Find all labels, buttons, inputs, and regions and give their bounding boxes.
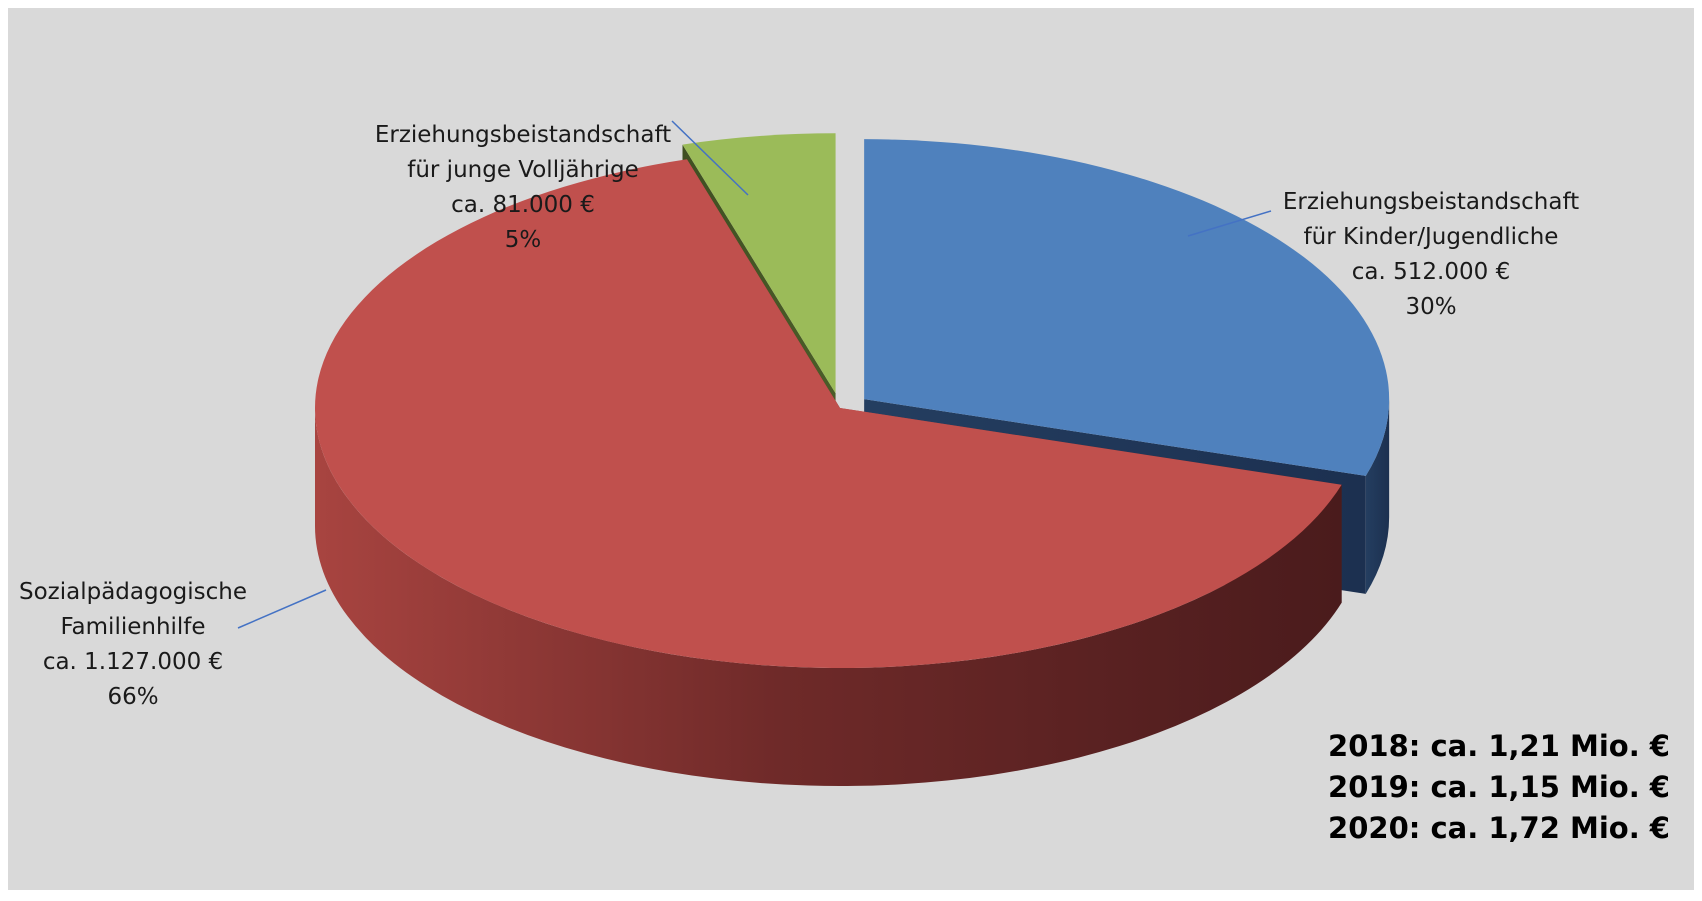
- slice-kinder-jugendliche-side: [1365, 399, 1390, 594]
- pie-chart: [237, 120, 1390, 786]
- slice-label-familienhilfe: Sozialpädagogische Familienhilfe ca. 1.1…: [18, 579, 248, 710]
- chart-area: Erziehungsbeistandschaft für Kinder/Juge…: [8, 8, 1694, 890]
- slice-label-junge-volljaehrige: Erziehungsbeistandschaft für junge Vollj…: [374, 122, 672, 253]
- total-2019: 2019: ca. 1,15 Mio. €: [1328, 770, 1670, 804]
- slice-familienhilfe-side: [315, 408, 1342, 786]
- total-2020: 2020: ca. 1,72 Mio. €: [1328, 811, 1670, 845]
- yearly-totals: 2018: ca. 1,21 Mio. € 2019: ca. 1,15 Mio…: [1328, 726, 1670, 849]
- leader-line-kinder-jugendliche: [1187, 210, 1272, 237]
- slice-junge-volljaehrige-top: [682, 133, 836, 394]
- slice-familienhilfe-top: [314, 159, 1342, 668]
- leader-line-junge-volljaehrige: [671, 120, 749, 196]
- leader-line-familienhilfe: [237, 589, 327, 629]
- total-2018: 2018: ca. 1,21 Mio. €: [1328, 729, 1670, 763]
- slice-label-kinder-jugendliche: Erziehungsbeistandschaft für Kinder/Juge…: [1282, 189, 1580, 320]
- slice-familienhilfe: [314, 159, 1342, 786]
- slice-kinder-jugendliche-top: [864, 139, 1390, 476]
